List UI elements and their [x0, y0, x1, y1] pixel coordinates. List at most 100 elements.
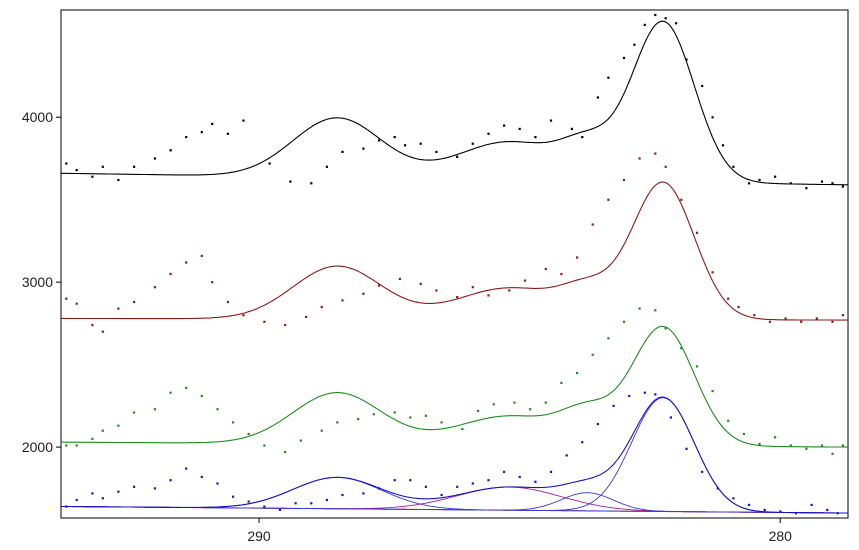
data-point	[263, 505, 266, 508]
data-point	[75, 302, 78, 305]
data-point	[675, 22, 678, 25]
data-point	[461, 427, 464, 431]
data-points	[65, 13, 844, 515]
data-point	[576, 371, 579, 375]
data-point	[226, 132, 229, 135]
data-point	[117, 178, 120, 182]
data-point	[101, 165, 104, 168]
data-point	[471, 286, 474, 289]
fit-curve-1	[61, 181, 848, 321]
data-point	[169, 479, 172, 482]
data-point	[581, 136, 584, 139]
data-point	[758, 178, 761, 182]
data-point	[357, 418, 360, 421]
data-point	[758, 442, 761, 445]
data-point	[805, 447, 808, 450]
data-point	[701, 84, 704, 88]
data-point	[768, 320, 771, 323]
data-point	[622, 320, 626, 323]
data-point	[377, 487, 381, 490]
data-point	[310, 182, 313, 185]
data-point	[65, 297, 68, 300]
data-point	[685, 58, 688, 61]
data-point	[695, 231, 699, 234]
data-point	[643, 391, 646, 394]
data-point	[398, 277, 401, 280]
data-point	[664, 327, 667, 330]
data-point	[643, 23, 646, 26]
data-point	[320, 305, 323, 309]
data-point	[721, 144, 725, 147]
data-point	[362, 292, 365, 295]
data-point	[169, 391, 172, 394]
data-point	[529, 408, 532, 411]
data-point	[560, 381, 563, 384]
data-point	[664, 165, 667, 168]
x-tick-label: 290	[247, 528, 271, 544]
data-point	[153, 487, 156, 490]
plot-frame	[60, 9, 849, 519]
data-point	[284, 451, 287, 454]
data-point	[534, 136, 537, 139]
data-point	[748, 503, 751, 506]
data-point	[419, 142, 422, 145]
data-point	[456, 155, 459, 158]
data-point	[424, 414, 427, 417]
data-point	[711, 116, 714, 119]
data-point	[607, 76, 610, 79]
data-point	[153, 408, 156, 411]
data-point	[763, 508, 766, 511]
data-point	[435, 289, 438, 292]
data-point	[487, 479, 490, 482]
fit-curve-2	[61, 325, 848, 448]
data-point	[133, 485, 136, 488]
data-point	[440, 493, 443, 497]
data-point	[91, 492, 94, 495]
data-point	[393, 136, 396, 139]
data-point	[185, 386, 188, 389]
data-point	[503, 470, 506, 473]
data-point	[101, 330, 104, 333]
data-point	[669, 416, 672, 419]
data-point	[440, 421, 443, 424]
data-point	[534, 480, 537, 483]
data-point	[133, 411, 136, 414]
data-point	[565, 454, 568, 457]
data-point	[75, 498, 78, 502]
data-point	[576, 256, 579, 259]
data-point	[591, 223, 594, 226]
data-point	[774, 436, 777, 439]
data-point	[226, 300, 229, 304]
data-point	[435, 150, 438, 153]
data-point	[75, 444, 78, 447]
data-point	[727, 297, 730, 300]
data-point	[325, 498, 328, 502]
data-point	[211, 122, 214, 125]
data-point	[200, 475, 203, 478]
data-point	[685, 447, 688, 450]
data-point	[680, 347, 683, 350]
data-point	[185, 261, 188, 264]
data-point	[831, 452, 834, 455]
data-point	[560, 272, 563, 276]
data-point	[75, 169, 78, 172]
data-point	[810, 503, 813, 506]
data-point	[701, 470, 704, 473]
data-point	[732, 497, 735, 500]
data-point	[153, 157, 156, 160]
data-point	[581, 441, 584, 444]
data-point	[299, 439, 302, 442]
data-point	[185, 467, 188, 470]
data-point	[654, 152, 657, 155]
data-point	[456, 485, 459, 488]
data-point	[638, 157, 641, 160]
data-point	[820, 180, 824, 183]
data-point	[242, 119, 245, 122]
data-point	[549, 470, 553, 473]
data-point	[263, 320, 266, 323]
data-point	[133, 165, 136, 168]
data-point	[570, 127, 573, 130]
data-point	[393, 411, 396, 414]
data-point	[805, 187, 808, 190]
data-point	[596, 96, 599, 99]
